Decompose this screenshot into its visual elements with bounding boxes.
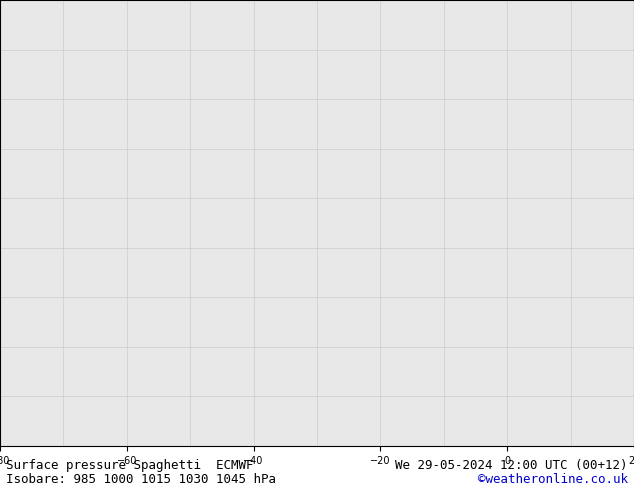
Text: We 29-05-2024 12:00 UTC (00+12): We 29-05-2024 12:00 UTC (00+12): [395, 459, 628, 472]
Text: Isobare: 985 1000 1015 1030 1045 hPa: Isobare: 985 1000 1015 1030 1045 hPa: [6, 472, 276, 486]
Text: ©weatheronline.co.uk: ©weatheronline.co.uk: [477, 472, 628, 486]
Text: Surface pressure Spaghetti  ECMWF: Surface pressure Spaghetti ECMWF: [6, 459, 254, 472]
